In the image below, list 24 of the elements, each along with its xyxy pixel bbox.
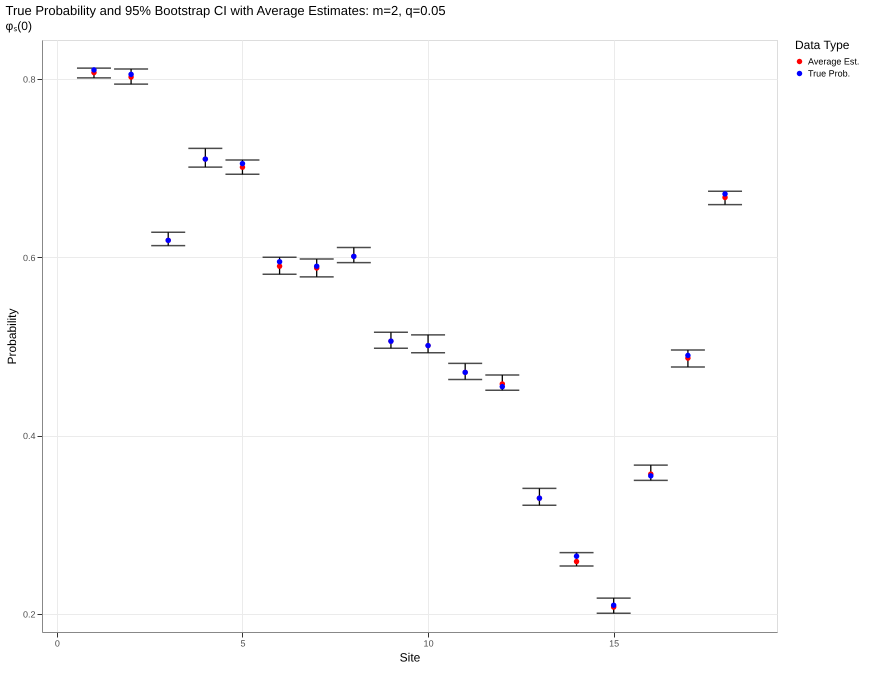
- chart-title: True Probability and 95% Bootstrap CI with Average Estimates: m=2, q=0.05: [5, 3, 446, 18]
- legend-title: Data Type: [795, 38, 850, 52]
- y-axis-title: Probability: [4, 308, 19, 365]
- x-tick-label: 5: [240, 638, 246, 648]
- y-tick-label: 0.6: [22, 252, 36, 263]
- legend-label: True Prob.: [808, 68, 850, 78]
- point: [91, 67, 97, 73]
- y-tick-label: 0.4: [22, 431, 36, 442]
- point: [685, 352, 691, 358]
- point: [128, 72, 134, 78]
- point: [574, 558, 580, 564]
- legend-label: Average Est.: [808, 56, 860, 66]
- x-tick-label: 0: [54, 638, 60, 648]
- x-axis-title: Site: [400, 650, 421, 664]
- point: [240, 160, 246, 166]
- point: [500, 384, 506, 390]
- chart-subtitle: φₛ(0): [5, 19, 32, 33]
- point: [574, 553, 580, 559]
- x-tick-label: 10: [424, 638, 434, 648]
- x-tick-label: 15: [609, 638, 620, 648]
- y-tick-label: 0.2: [22, 610, 36, 620]
- point: [276, 258, 282, 264]
- point: [722, 191, 728, 197]
- y-tick-label: 0.8: [22, 74, 36, 84]
